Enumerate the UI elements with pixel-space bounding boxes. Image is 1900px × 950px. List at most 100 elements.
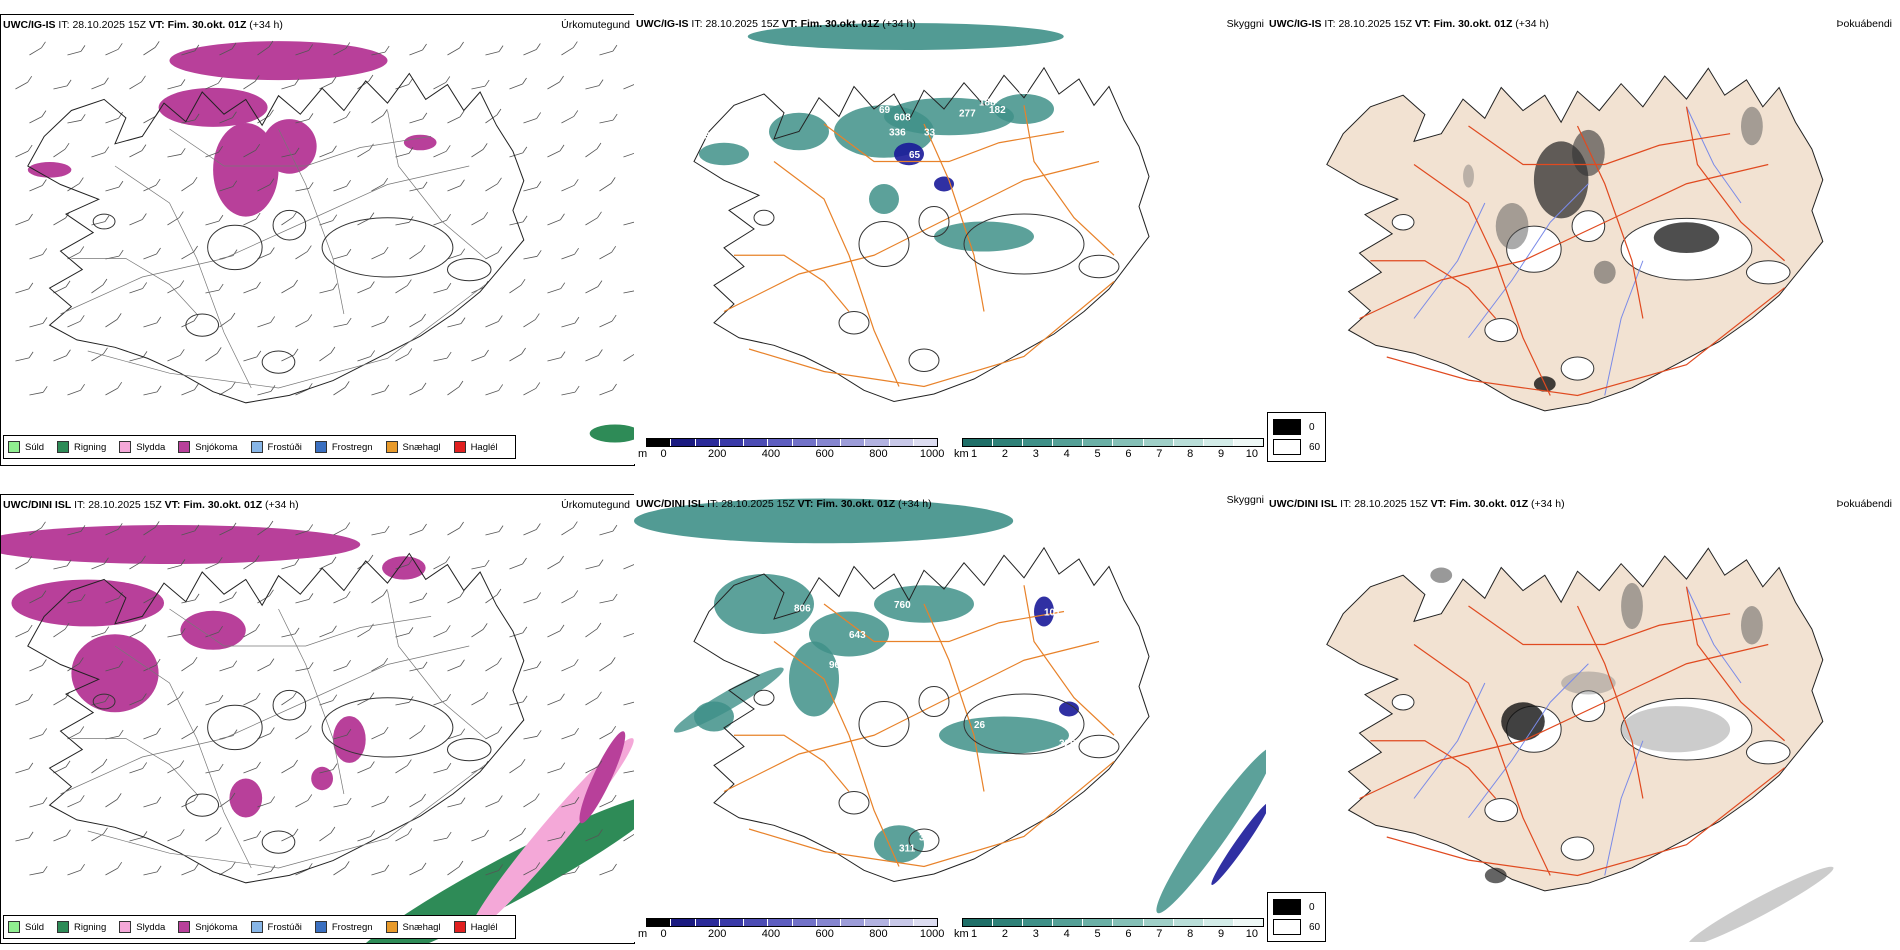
precip-legend: Súld Rigning Slydda Snjókoma Frostúði Frostre… xyxy=(3,435,516,459)
scale-color-step xyxy=(993,439,1024,446)
scale-tick-label: 2 xyxy=(1001,448,1008,460)
legend-label: Haglél xyxy=(470,441,498,453)
visibility-value-label: 182 xyxy=(989,105,1006,116)
precip-panel-row2: UWC/DINI ISL IT: 28.10.2025 15Z VT: Fim.… xyxy=(0,494,635,944)
scale-tick-label: 5 xyxy=(1094,928,1101,940)
scale-color-step xyxy=(1053,439,1084,446)
precip-legend-item: Haglél xyxy=(453,441,498,453)
visibility-scale-km: km 1 2 3 4 5 6 7 8 9 10 xyxy=(954,438,1264,461)
legend-swatch xyxy=(57,441,70,453)
fog-legend-label: 60 xyxy=(1309,441,1321,453)
scale-tick-label: 6 xyxy=(1125,928,1132,940)
legend-label: Frostúði xyxy=(267,441,302,453)
panel-label-precip: Úrkomutegund xyxy=(561,499,630,511)
scale-color-step xyxy=(647,439,672,446)
legend-label: Snjókoma xyxy=(195,921,238,933)
legend-swatch xyxy=(314,921,327,933)
fog-legend-swatch xyxy=(1273,919,1301,935)
fog-legend-row: 0 xyxy=(1273,417,1320,437)
fog-legend-label: 60 xyxy=(1309,921,1321,933)
scale-tick-label: 4 xyxy=(1063,448,1070,460)
scale-tick-label: 7 xyxy=(1156,448,1163,460)
legend-swatch xyxy=(178,921,191,933)
visibility-value-label: 376 xyxy=(919,832,936,843)
scale-color-step xyxy=(963,439,994,446)
scale-tick-label: 1000 xyxy=(919,448,945,460)
scale-tick-label: 0 xyxy=(660,928,667,940)
scale-color-step xyxy=(913,439,937,446)
panel-label-fog: Þokuábendi xyxy=(1836,498,1892,510)
visibility-scale-m: m 0 200 400 600 800 1000 xyxy=(638,918,944,941)
scale-color-step xyxy=(792,919,817,926)
legend-label: Súld xyxy=(25,441,45,453)
scale-colorbar xyxy=(646,918,938,927)
scale-color-step xyxy=(1203,919,1234,926)
legend-label: Frostregn xyxy=(331,441,373,453)
fog-panel-row1: UWC/IG-IS IT: 28.10.2025 15Z VT: Fim. 30… xyxy=(1267,14,1900,464)
fog-legend-row: 0 xyxy=(1273,897,1320,917)
legend-swatch xyxy=(178,441,191,453)
visibility-scale-m: m 0 200 400 600 800 1000 xyxy=(638,438,944,461)
visibility-value-label: 27 xyxy=(784,86,796,97)
scale-color-step xyxy=(963,919,994,926)
scale-color-step xyxy=(865,439,890,446)
scale-tick-label: 1 xyxy=(971,448,978,460)
fog-legend: 0 60 xyxy=(1267,892,1327,942)
legend-label: Haglél xyxy=(470,921,498,933)
scale-color-step xyxy=(1083,439,1114,446)
panel-title: UWC/DINI ISL IT: 28.10.2025 15Z VT: Fim.… xyxy=(636,498,932,510)
visibility-value-label: 326 xyxy=(1059,739,1076,750)
precip-legend-item: Slydda xyxy=(119,921,165,933)
scale-tick-label: 1 xyxy=(971,928,978,940)
visibility-value-label: 760 xyxy=(894,600,911,611)
legend-label: Frostúði xyxy=(267,921,302,933)
scale-color-step xyxy=(768,919,793,926)
visibility-value-label: 806 xyxy=(794,604,811,615)
scale-tick-label: 3 xyxy=(1032,448,1039,460)
legend-swatch xyxy=(453,441,466,453)
scale-unit: km xyxy=(954,928,969,940)
visibility-value-label: 69 xyxy=(879,105,891,116)
precip-legend-item: Snjókoma xyxy=(178,441,238,453)
scale-color-step xyxy=(1113,919,1144,926)
scale-color-step xyxy=(841,439,866,446)
visibility-value-label: 336 xyxy=(889,127,906,138)
legend-swatch xyxy=(385,441,398,453)
visibility-value-label: 26 xyxy=(974,720,986,731)
scale-color-step xyxy=(647,919,672,926)
visibility-panel-row2: 259 806 643 96 760 101 26 326 539 376 311 UWC/DINI… xyxy=(634,494,1266,942)
visibility-value-label: 33 xyxy=(924,127,936,138)
scale-color-step xyxy=(889,919,914,926)
panel-title: UWC/IG-IS IT: 28.10.2025 15Z VT: Fim. 30… xyxy=(1269,18,1549,30)
scale-tick-label: 8 xyxy=(1187,448,1194,460)
panel-label-precip: Úrkomutegund xyxy=(561,19,630,31)
scale-color-step xyxy=(1173,919,1204,926)
precip-legend-item: Rigning xyxy=(57,441,106,453)
panel-title: UWC/DINI ISL IT: 28.10.2025 15Z VT: Fim.… xyxy=(3,499,299,511)
scale-color-step xyxy=(1053,919,1084,926)
scale-tick-label: 800 xyxy=(869,448,888,460)
scale-tick-label: 3 xyxy=(1032,928,1039,940)
scale-tick-label: 400 xyxy=(761,448,781,460)
scale-tick-label: 8 xyxy=(1187,928,1194,940)
scale-color-step xyxy=(1233,919,1263,926)
scale-color-step xyxy=(719,919,744,926)
visibility-value-label: 643 xyxy=(849,630,866,641)
legend-swatch xyxy=(385,921,398,933)
panel-label-visibility: Skyggni xyxy=(1226,18,1264,30)
fog-legend-swatch xyxy=(1273,419,1301,435)
legend-swatch xyxy=(250,921,263,933)
scale-color-step xyxy=(744,439,769,446)
precip-panel-row1: UWC/IG-IS IT: 28.10.2025 15Z VT: Fim. 30… xyxy=(0,14,635,466)
scale-color-step xyxy=(1173,439,1204,446)
scale-color-step xyxy=(1143,439,1174,446)
fog-legend-swatch xyxy=(1273,439,1301,455)
precip-legend-item: Súld xyxy=(8,921,44,933)
legend-label: Slydda xyxy=(136,921,166,933)
fog-legend-row: 60 xyxy=(1273,917,1320,937)
legend-swatch xyxy=(57,921,70,933)
scale-color-step xyxy=(889,439,914,446)
visibility-value-label: 874 xyxy=(1019,86,1036,97)
scale-tick-label: 4 xyxy=(1063,928,1070,940)
